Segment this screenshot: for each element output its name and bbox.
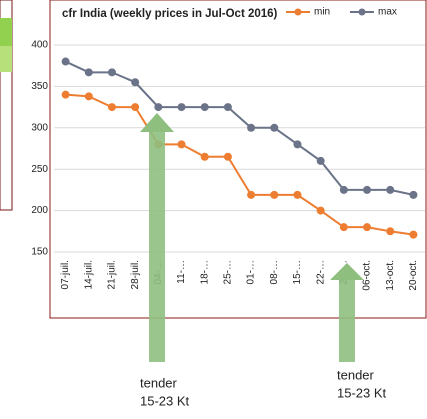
point [61,90,70,99]
point [200,152,209,161]
x-tick-label: 20-oct. [408,260,419,291]
point [339,185,348,194]
chart-border [49,0,427,319]
point [154,103,163,112]
line [65,93,414,236]
legend-marker [294,8,302,16]
point [316,156,325,165]
line [65,60,414,196]
arrow [330,263,364,280]
x-tick-label: 07-juil. [60,260,71,289]
x-tick-label: 06-oct. [362,260,373,291]
point [386,185,395,194]
chart-title: cfr India (weekly prices in Jul-Oct 2016… [62,8,278,20]
y-tick-label: 300 [31,122,48,133]
x-tick-label: 01-… [246,260,257,284]
x-tick-label: 21-juil. [107,260,118,289]
x-tick-label: 08-… [269,260,280,284]
y-tick-label: 150 [31,247,48,258]
legend-marker [358,8,366,16]
table-cell [0,46,12,72]
annotation: 15-23 Kt [140,393,190,408]
point [84,68,93,77]
point [316,206,325,215]
point [84,92,93,101]
point [270,123,279,132]
point [363,185,372,194]
legend-label: max [378,7,397,18]
point [293,140,302,149]
annotation: 15-23 Kt [337,385,387,400]
point [223,103,232,112]
x-tick-label: 11-… [176,260,187,284]
point [247,123,256,132]
arrow [149,132,165,362]
x-tick-label: 14-juil. [83,260,94,289]
point [293,190,302,199]
x-tick-label: 13-oct. [385,260,396,291]
x-tick-label: 15-… [292,260,303,284]
point [131,78,140,87]
x-tick-label: 18-… [199,260,210,284]
y-tick-label: 350 [31,81,48,92]
point [223,152,232,161]
point [131,103,140,112]
point [386,227,395,236]
arrow [339,280,355,362]
point [247,190,256,199]
point [339,223,348,232]
point [61,57,70,66]
table-cell [0,18,12,46]
point [409,190,418,199]
point [177,103,186,112]
y-tick-label: 250 [31,164,48,175]
x-tick-label: 22-… [315,260,326,284]
point [363,223,372,232]
x-tick-label: 25-… [223,260,234,284]
point [200,103,209,112]
point [270,190,279,199]
y-tick-label: 200 [31,205,48,216]
point [107,68,116,77]
x-tick-label: 28-juil. [130,260,141,289]
legend-label: min [314,7,330,18]
point [177,140,186,149]
point [409,230,418,239]
annotation: tender [337,367,375,382]
y-tick-label: 400 [31,40,48,51]
arrow [140,113,174,132]
annotation: tender [140,375,178,390]
point [107,103,116,112]
